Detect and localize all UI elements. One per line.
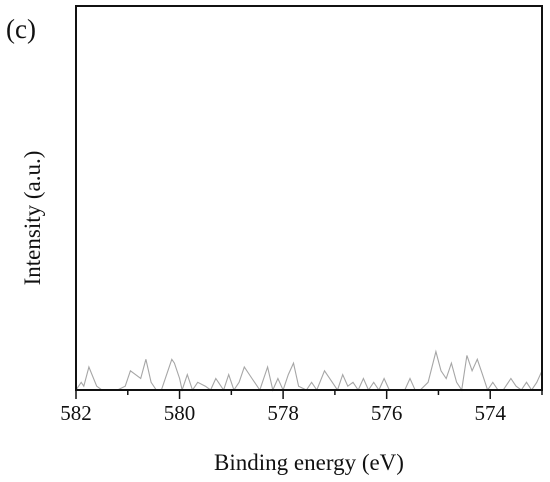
x-tick-label: 574 — [474, 401, 506, 425]
x-axis-title: Binding energy (eV) — [214, 450, 404, 475]
plot-frame — [75, 5, 543, 391]
y-axis-title: Intensity (a.u.) — [20, 151, 45, 286]
spectrum-series-line — [75, 349, 543, 393]
x-tick-label: 578 — [267, 401, 299, 425]
plot-area — [75, 5, 543, 393]
x-tick-label: 576 — [371, 401, 403, 425]
x-axis-ticks: 582 580 578 576 574 — [60, 390, 543, 425]
panel-label: (c) — [6, 14, 36, 44]
x-tick-label: 582 — [60, 401, 92, 425]
x-tick-label: 580 — [164, 401, 196, 425]
